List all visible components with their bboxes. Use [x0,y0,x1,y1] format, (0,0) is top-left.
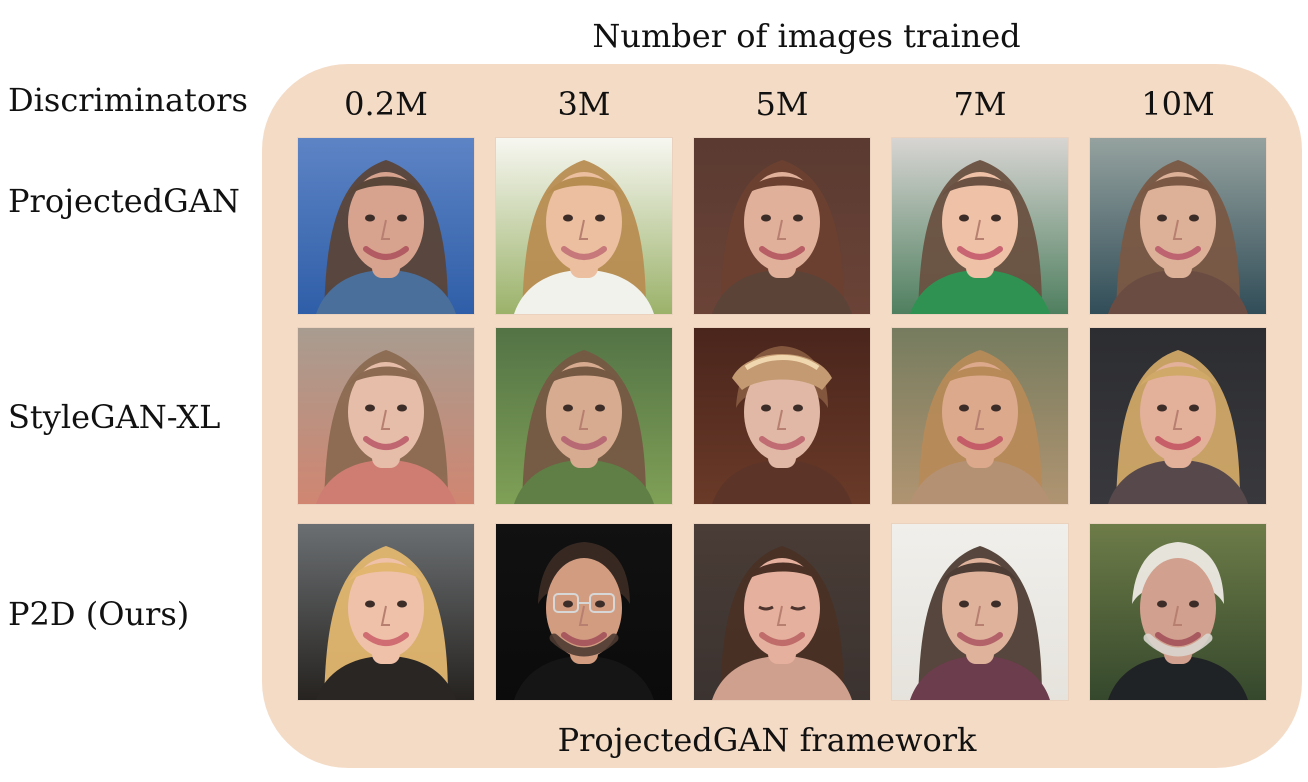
face-woman-smudged [298,138,474,314]
face-woman-brown-curly [694,138,870,314]
face-baby [298,328,474,504]
face-woman-blonde-smile [1090,328,1266,504]
face-woman-wavy-hair [892,328,1068,504]
top-title: Number of images trained [592,17,1021,55]
face-woman-long-hair [1090,138,1266,314]
face-woman-eyes-closed [694,524,870,700]
face-with-cap [694,328,870,504]
face-woman-blonde-bob [496,138,672,314]
column-label-3m: 3M [557,85,611,123]
column-label-5m: 5M [755,85,809,123]
face-girl-smiling [892,138,1068,314]
face-short-hair [496,328,672,504]
row-header: Discriminators [8,81,248,119]
row-label-stylegan-xl: StyleGAN-XL [8,398,221,436]
bottom-caption: ProjectedGAN framework [557,721,977,759]
column-label-7m: 7M [953,85,1007,123]
face-blonde-woman [298,524,474,700]
face-elderly-man [1090,524,1266,700]
column-label-0-2m: 0.2M [344,85,428,123]
row-label-projectedgan: ProjectedGAN [8,182,240,220]
face-man-suit [892,524,1068,700]
row-label-p2d-ours: P2D (Ours) [8,595,190,633]
column-label-10m: 10M [1141,85,1215,123]
face-bald-man-glasses [496,524,672,700]
